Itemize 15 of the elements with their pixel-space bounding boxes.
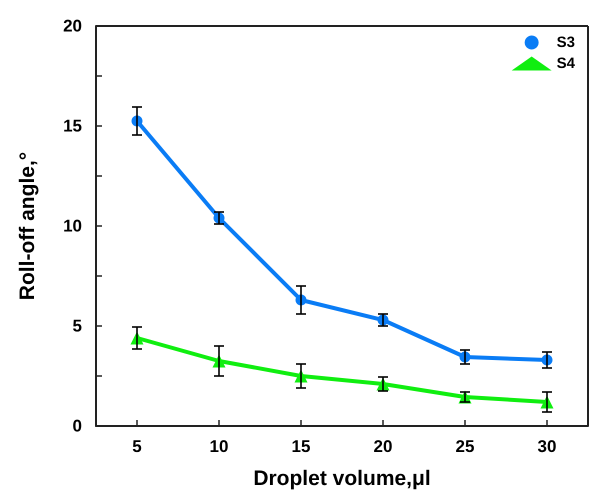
- y-tick-label: 0: [72, 416, 82, 436]
- x-axis-title: Droplet volume,μl: [253, 467, 431, 490]
- y-tick-label: 5: [72, 316, 82, 336]
- legend-label: S3: [556, 34, 576, 51]
- x-tick-label: 30: [538, 437, 556, 456]
- y-tick-label: 15: [63, 116, 82, 136]
- y-tick-label: 20: [63, 16, 82, 36]
- legend-label: S4: [556, 55, 576, 72]
- x-tick-label: 15: [292, 437, 310, 456]
- x-tick-label: 5: [132, 437, 142, 456]
- x-tick-label: 10: [210, 437, 228, 456]
- x-tick-label: 20: [374, 437, 392, 456]
- y-tick-label: 10: [63, 216, 82, 236]
- y-axis-title: Roll-off angle,°: [16, 152, 39, 300]
- x-tick-label: 25: [456, 437, 474, 456]
